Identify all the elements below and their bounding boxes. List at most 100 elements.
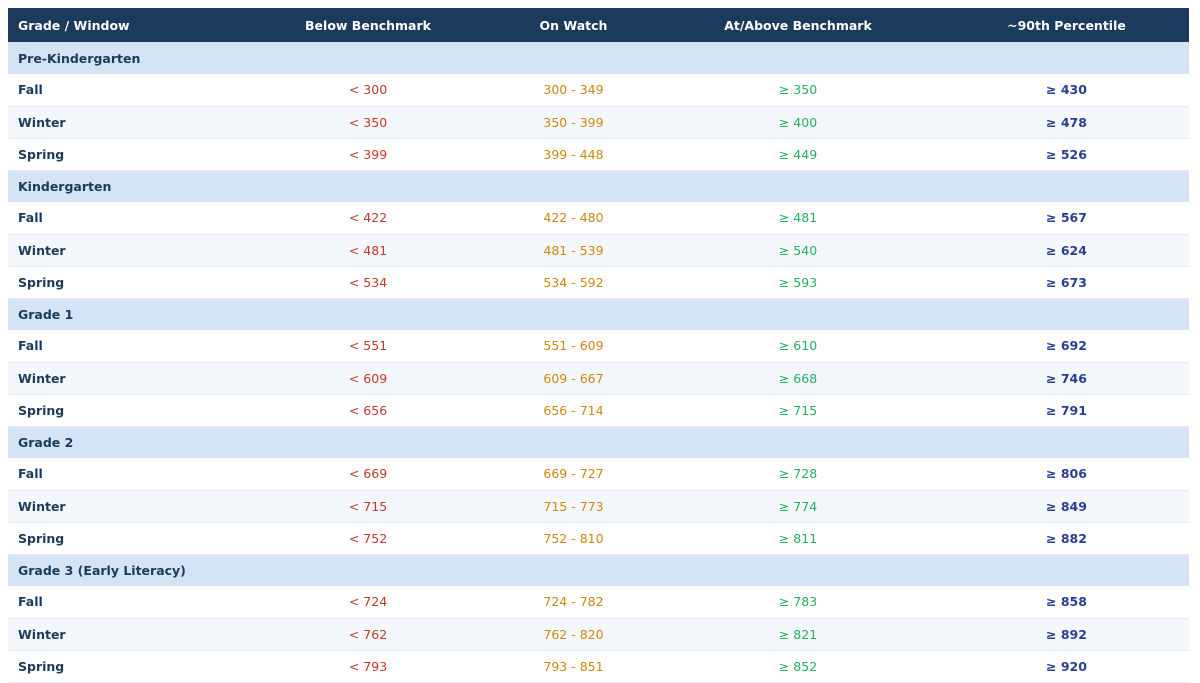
below-benchmark-cell: < 481 [348,242,388,258]
group-title: Grade 3 (Early Literacy) [18,562,186,578]
percentile-cell: ≥ 692 [1046,338,1087,354]
window-cell: Spring [18,658,65,674]
on-watch-cell: 300 - 349 [543,82,604,98]
on-watch-cell: 399 - 448 [543,146,604,162]
below-benchmark-cell: < 551 [348,338,388,354]
on-watch-cell: 350 - 399 [543,114,604,130]
percentile-cell: ≥ 746 [1046,370,1087,386]
table-row[interactable]: Spring < 752 752 - 810 ≥ 811 ≥ 882 [8,522,1189,554]
table-header: Grade / Window Below Benchmark On Watch … [8,8,1189,42]
table-row[interactable]: Fall < 724 724 - 782 ≥ 783 ≥ 858 [8,586,1189,618]
at-above-benchmark-cell: ≥ 593 [778,274,818,290]
window-cell: Fall [18,82,43,98]
below-benchmark-cell: < 656 [348,402,388,418]
header-at-above-benchmark[interactable]: At/Above Benchmark [724,17,872,33]
header-on-watch[interactable]: On Watch [539,17,608,33]
table-body: Pre-Kindergarten Fall < 300 300 - 349 ≥ 350 ≥… [8,42,1189,682]
window-cell: Spring [18,146,65,162]
percentile-cell: ≥ 478 [1046,114,1087,130]
table-row[interactable]: Fall < 422 422 - 480 ≥ 481 ≥ 567 [8,202,1189,234]
on-watch-cell: 793 - 851 [543,658,604,674]
percentile-cell: ≥ 892 [1046,626,1087,642]
at-above-benchmark-cell: ≥ 481 [778,210,818,226]
table-row[interactable]: Winter < 762 762 - 820 ≥ 821 ≥ 892 [8,618,1189,650]
table-row[interactable]: Winter < 350 350 - 399 ≥ 400 ≥ 478 [8,106,1189,138]
at-above-benchmark-cell: ≥ 811 [778,530,818,546]
below-benchmark-cell: < 762 [348,626,388,642]
below-benchmark-cell: < 793 [348,658,388,674]
at-above-benchmark-cell: ≥ 821 [778,626,818,642]
percentile-cell: ≥ 673 [1046,274,1087,290]
percentile-cell: ≥ 430 [1046,82,1087,98]
at-above-benchmark-cell: ≥ 668 [778,370,818,386]
window-cell: Spring [18,274,65,290]
percentile-cell: ≥ 624 [1046,242,1087,258]
percentile-cell: ≥ 920 [1046,658,1087,674]
at-above-benchmark-cell: ≥ 540 [778,242,818,258]
below-benchmark-cell: < 669 [348,466,388,482]
table-row[interactable]: Winter < 715 715 - 773 ≥ 774 ≥ 849 [8,490,1189,522]
at-above-benchmark-cell: ≥ 350 [778,82,818,98]
on-watch-cell: 551 - 609 [543,338,604,354]
group-title: Pre-Kindergarten [18,50,141,66]
window-cell: Winter [18,498,66,514]
header-below-benchmark[interactable]: Below Benchmark [305,17,431,33]
on-watch-cell: 724 - 782 [543,594,604,610]
table-row[interactable]: Fall < 669 669 - 727 ≥ 728 ≥ 806 [8,458,1189,490]
table-row[interactable]: Spring < 399 399 - 448 ≥ 449 ≥ 526 [8,138,1189,170]
on-watch-cell: 762 - 820 [543,626,604,642]
at-above-benchmark-cell: ≥ 852 [778,658,818,674]
percentile-cell: ≥ 526 [1046,146,1087,162]
group-row: Pre-Kindergarten [8,42,1189,74]
window-cell: Fall [18,210,43,226]
window-cell: Fall [18,594,43,610]
below-benchmark-cell: < 300 [348,82,388,98]
percentile-cell: ≥ 791 [1046,402,1087,418]
table-row[interactable]: Fall < 300 300 - 349 ≥ 350 ≥ 430 [8,74,1189,106]
below-benchmark-cell: < 534 [348,274,388,290]
window-cell: Winter [18,114,66,130]
table-row[interactable]: Winter < 609 609 - 667 ≥ 668 ≥ 746 [8,362,1189,394]
table-row[interactable]: Spring < 656 656 - 714 ≥ 715 ≥ 791 [8,394,1189,426]
table-row[interactable]: Spring < 534 534 - 592 ≥ 593 ≥ 673 [8,266,1189,298]
on-watch-cell: 422 - 480 [543,210,604,226]
below-benchmark-cell: < 752 [348,530,388,546]
at-above-benchmark-cell: ≥ 728 [778,466,818,482]
on-watch-cell: 534 - 592 [543,274,604,290]
percentile-cell: ≥ 858 [1046,594,1087,610]
percentile-cell: ≥ 806 [1046,466,1087,482]
on-watch-cell: 609 - 667 [543,370,604,386]
table-row[interactable]: Fall < 551 551 - 609 ≥ 610 ≥ 692 [8,330,1189,362]
group-row: Grade 1 [8,298,1189,330]
group-title: Grade 1 [18,306,74,322]
at-above-benchmark-cell: ≥ 774 [778,498,818,514]
group-row: Kindergarten [8,170,1189,202]
header-grade-window[interactable]: Grade / Window [18,17,130,33]
table-row[interactable]: Winter < 481 481 - 539 ≥ 540 ≥ 624 [8,234,1189,266]
below-benchmark-cell: < 399 [348,146,388,162]
benchmark-table-container: Grade / Window Below Benchmark On Watch … [8,8,1189,683]
window-cell: Fall [18,466,43,482]
below-benchmark-cell: < 715 [348,498,388,514]
window-cell: Spring [18,402,65,418]
at-above-benchmark-cell: ≥ 449 [778,146,818,162]
header-90th-percentile[interactable]: ~90th Percentile [1007,17,1126,33]
below-benchmark-cell: < 609 [348,370,388,386]
window-cell: Spring [18,530,65,546]
percentile-cell: ≥ 882 [1046,530,1087,546]
percentile-cell: ≥ 849 [1046,498,1087,514]
window-cell: Winter [18,242,66,258]
on-watch-cell: 715 - 773 [543,498,604,514]
window-cell: Winter [18,626,66,642]
table-row[interactable]: Spring < 793 793 - 851 ≥ 852 ≥ 920 [8,650,1189,682]
window-cell: Fall [18,338,43,354]
at-above-benchmark-cell: ≥ 783 [778,594,818,610]
at-above-benchmark-cell: ≥ 400 [778,114,818,130]
at-above-benchmark-cell: ≥ 715 [778,402,818,418]
benchmark-table: Grade / Window Below Benchmark On Watch … [8,8,1189,683]
group-row: Grade 2 [8,426,1189,458]
below-benchmark-cell: < 422 [348,210,388,226]
below-benchmark-cell: < 350 [348,114,388,130]
group-row: Grade 3 (Early Literacy) [8,554,1189,586]
percentile-cell: ≥ 567 [1046,210,1087,226]
